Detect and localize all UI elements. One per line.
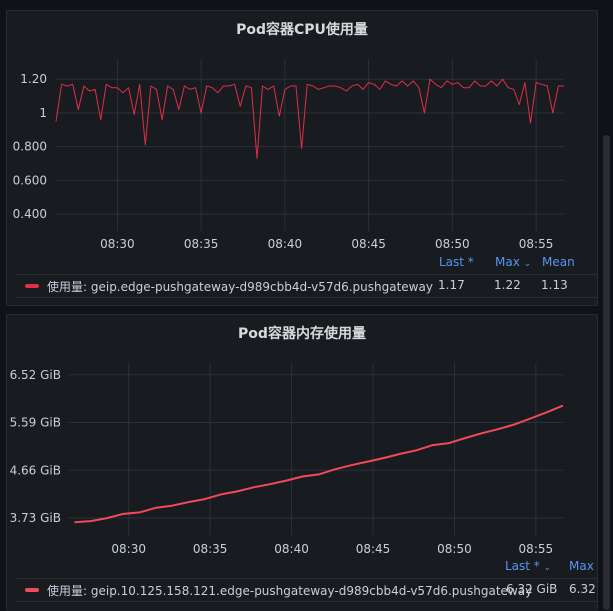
x-tick-label: 08:40 [268,237,303,251]
series-color-swatch[interactable] [25,284,39,288]
cpu-panel-title[interactable]: Pod容器CPU使用量 [236,22,368,38]
legend-header-max[interactable]: Max ⌄ [495,255,531,269]
page-scrollbar[interactable] [603,135,610,610]
y-tick-label: 1 [39,106,47,120]
x-tick-label: 08:55 [519,237,554,251]
chevron-down-icon: ⌄ [543,563,552,573]
y-tick-label: 0.400 [13,207,47,221]
x-tick-label: 08:30 [100,237,135,251]
legend-header-last-label: Last * [505,559,540,573]
memory-usage-chart: 08:30 08:35 08:40 08:45 08:50 08:55 6.52 GiB 5.… [10,363,564,556]
legend-header-max-label: Max [495,255,520,269]
y-tick-label: 3.73 GiB [10,511,61,525]
y-tick-label: 0.800 [13,140,47,154]
x-tick-label: 08:35 [184,237,219,251]
x-tick-label: 08:50 [437,542,472,556]
x-tick-label: 08:30 [111,542,146,556]
legend-value-last: 1.17 [438,278,465,292]
series-line[interactable] [74,404,564,524]
legend-header-last[interactable]: Last * ⌄ [505,559,551,573]
legend-value-max: 1.22 [494,278,521,292]
legend-series-name[interactable]: 使用量: geip.edge-pushgateway-d989cbb4d-v57… [47,280,433,294]
chevron-down-icon: ⌄ [523,259,532,269]
y-tick-label: 6.52 GiB [10,368,61,382]
series-line[interactable] [55,78,564,159]
series-color-swatch[interactable] [25,588,39,592]
x-tick-label: 08:50 [435,237,470,251]
legend-series-row[interactable]: 使用量: geip.10.125.158.121.edge-pushgatewa… [15,578,597,602]
memory-usage-panel: Pod容器内存使用量 08:30 08:35 08:40 08:45 08:50 08:5… [6,314,598,611]
legend-value-mean: 1.13 [541,278,568,292]
legend-header-max[interactable]: Max [569,559,594,573]
cpu-usage-chart: 08:30 08:35 08:40 08:45 08:50 08:55 1.20 1 0.800… [13,59,564,251]
x-tick-label: 08:55 [519,542,554,556]
y-tick-label: 4.66 GiB [10,463,61,477]
legend-header-mean[interactable]: Mean [542,255,575,269]
x-tick-label: 08:45 [356,542,391,556]
legend-header-last[interactable]: Last * [439,255,474,269]
y-tick-label: 5.59 GiB [10,416,61,430]
x-tick-label: 08:45 [351,237,386,251]
y-tick-label: 1.20 [20,72,47,86]
x-tick-label: 08:35 [193,542,228,556]
legend-series-row[interactable]: 使用量: geip.edge-pushgateway-d989cbb4d-v57… [15,274,597,298]
legend-value-max: 6.32 [569,582,596,596]
y-tick-label: 0.600 [13,173,47,187]
legend-series-name[interactable]: 使用量: geip.10.125.158.121.edge-pushgatewa… [47,584,533,598]
legend-value-last: 6.32 GiB [506,582,558,596]
x-tick-label: 08:40 [274,542,309,556]
memory-panel-title[interactable]: Pod容器内存使用量 [238,326,366,342]
cpu-usage-panel: Pod容器CPU使用量 08:30 08:35 08:40 08:45 08:50 08:… [6,10,598,306]
